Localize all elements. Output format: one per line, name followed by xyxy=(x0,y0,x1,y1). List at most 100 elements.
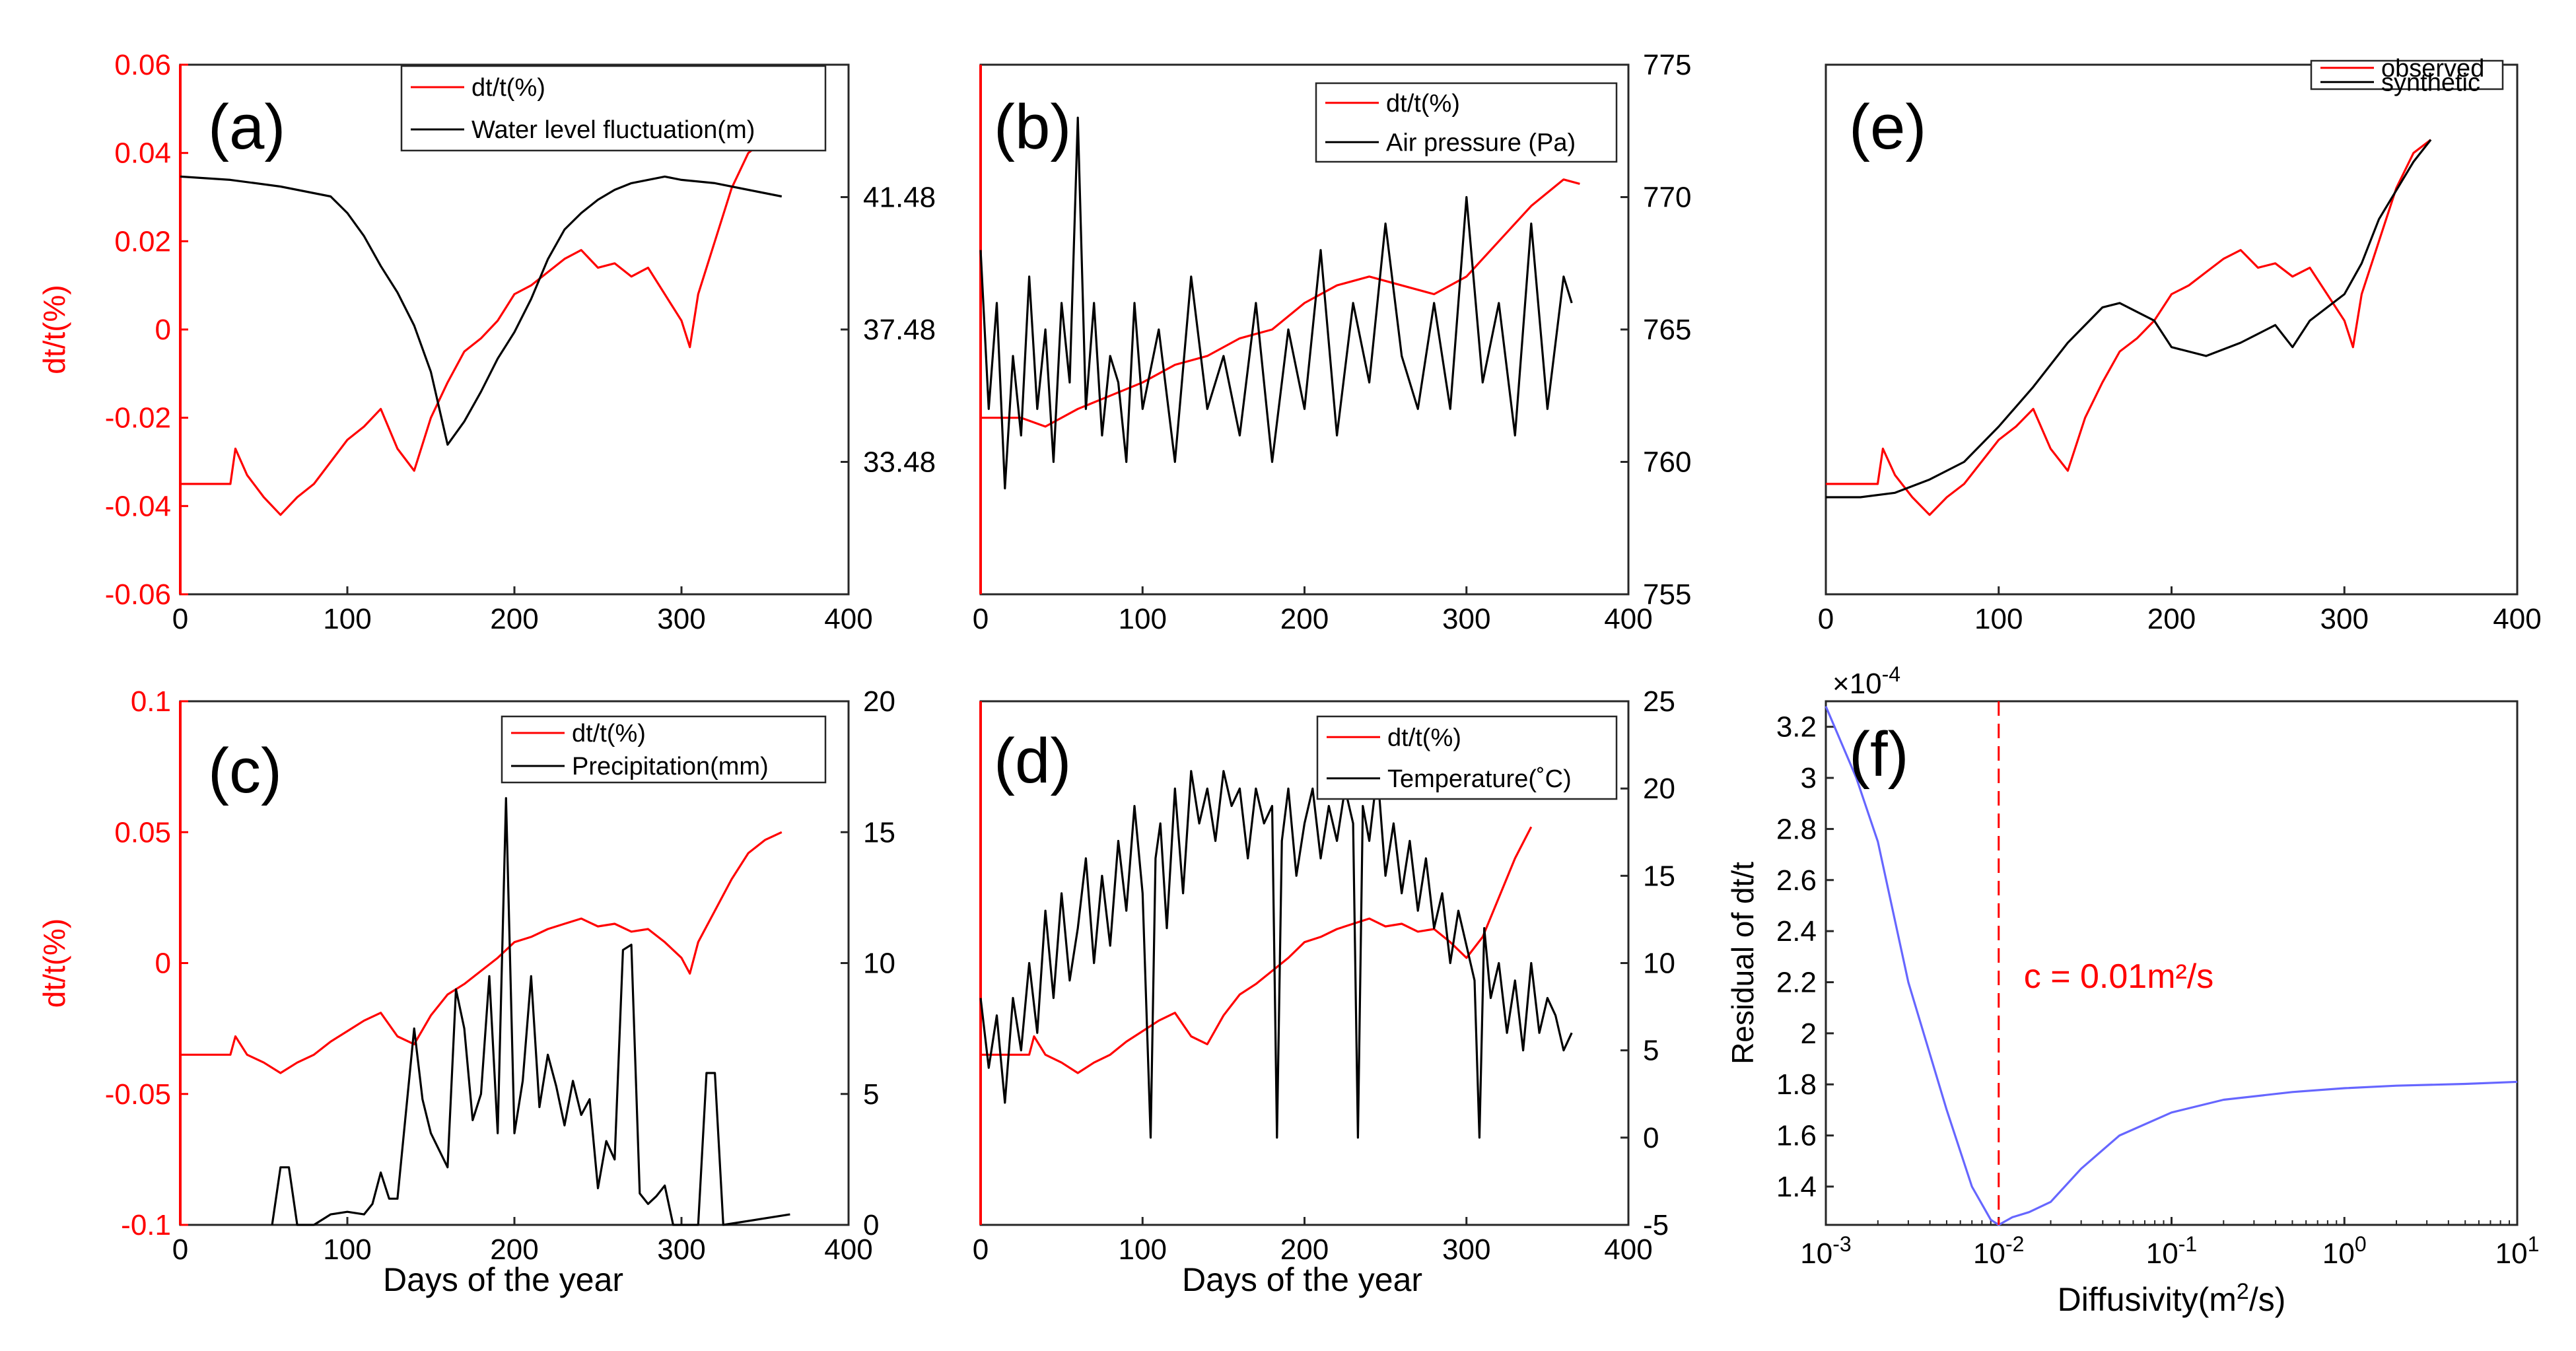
series-line-observed xyxy=(1826,139,2432,516)
legend-entry: dt/t(%) xyxy=(471,74,545,102)
y2-tick-label: 20 xyxy=(1643,773,1675,805)
series-line-dt-t- xyxy=(180,139,766,516)
panel-label: (c) xyxy=(208,736,282,806)
y2-tick-label: 33.48 xyxy=(863,446,936,479)
y2-tick-label: 5 xyxy=(863,1078,879,1111)
y-tick-label: 0.04 xyxy=(114,137,171,170)
series-line-residual xyxy=(1825,706,2518,1226)
y2-tick-label: 0 xyxy=(1643,1122,1659,1154)
series-line-water-level-fluctuation-m- xyxy=(180,175,783,446)
y-tick-label: -0.1 xyxy=(121,1209,171,1241)
panel-c: 0 100 200 300 400 -0.1 -0.05 0 0.05 0.1 dt/t(%) 0 5 1… xyxy=(37,685,895,1266)
y-tick-label: -0.02 xyxy=(105,402,171,434)
x-tick-label: 400 xyxy=(824,1233,872,1266)
x-tick-label: 100 xyxy=(2322,1232,2367,1270)
y-tick-label: 2 xyxy=(1801,1018,1817,1050)
annotation-text: c = 0.01m²/s xyxy=(2024,957,2214,996)
x-tick-label: 100 xyxy=(323,603,371,635)
y-tick-label: 0.05 xyxy=(114,816,171,849)
y2-tick-label: 20 xyxy=(863,685,895,718)
legend-entry: Precipitation(mm) xyxy=(572,753,769,780)
y2-tick-label: 37.48 xyxy=(863,314,936,346)
x-tick-label: 400 xyxy=(1604,603,1652,635)
x-tick-label: 200 xyxy=(2147,603,2196,635)
y-tick-label: -0.04 xyxy=(105,490,171,522)
legend-entry: dt/t(%) xyxy=(1386,90,1460,118)
x-tick-label: 100 xyxy=(1119,1233,1167,1266)
y-tick-label: -0.05 xyxy=(105,1078,171,1111)
legend-box xyxy=(400,65,827,152)
y2-tick-label: 755 xyxy=(1643,578,1691,611)
x-tick-label: 400 xyxy=(824,603,872,635)
series-line-precipitation-mm- xyxy=(271,797,790,1226)
x-tick-label: 10-2 xyxy=(1973,1232,2024,1270)
legend-box xyxy=(2310,59,2504,90)
series-line-dt-t- xyxy=(981,826,1533,1074)
y-tick-label: 2.6 xyxy=(1776,864,1817,897)
y2-tick-label: 760 xyxy=(1643,446,1691,479)
y-tick-label: 2.4 xyxy=(1776,915,1817,948)
y-tick-label: 3.2 xyxy=(1776,711,1817,744)
panel-label: (d) xyxy=(994,726,1071,796)
x-tick-label: 0 xyxy=(172,603,188,635)
x-axis-label: Diffusivity(m2/s) xyxy=(2058,1279,2286,1318)
panel-label: (b) xyxy=(994,92,1071,162)
y-tick-label: 3 xyxy=(1801,762,1817,794)
series-line-dt-t- xyxy=(981,178,1580,428)
y-axis-label: Residual of dt/t xyxy=(1725,862,1760,1064)
x-tick-label: 0 xyxy=(172,1233,188,1266)
y-multiplier: ×10-4 xyxy=(1832,662,1900,700)
y-tick-label: -0.06 xyxy=(105,578,171,611)
series-line-temperature-c- xyxy=(979,770,1573,1139)
y2-tick-label: 765 xyxy=(1643,314,1691,346)
y2-tick-label: 5 xyxy=(1643,1035,1659,1067)
y-tick-label: 0.1 xyxy=(131,685,171,718)
x-tick-label: 300 xyxy=(1442,603,1490,635)
y-axis-label: dt/t(%) xyxy=(37,918,71,1008)
y2-tick-label: 25 xyxy=(1643,685,1675,718)
x-tick-label: 10-3 xyxy=(1800,1232,1851,1270)
x-tick-label: 200 xyxy=(1280,603,1329,635)
y2-tick-label: 15 xyxy=(863,816,895,849)
x-tick-label: 200 xyxy=(1280,1233,1329,1266)
x-tick-label: 100 xyxy=(323,1233,371,1266)
y2-tick-label: 770 xyxy=(1643,182,1691,214)
y2-tick-label: 10 xyxy=(863,948,895,980)
x-tick-label: 300 xyxy=(1442,1233,1490,1266)
x-tick-label: 10-1 xyxy=(2146,1232,2197,1270)
x-tick-label: 101 xyxy=(2495,1232,2540,1270)
x-axis-label-d: Days of the year xyxy=(1182,1261,1422,1298)
panel-d: 0 100 200 300 400-5 0 5 10 15 20 25 dt/t(%) Temperat… xyxy=(973,685,1675,1266)
y-tick-label: 0.06 xyxy=(114,49,171,81)
legend-box xyxy=(1315,82,1618,163)
panel-f: 10-3 10-2 10-1 100 101 1.4 1.6 1.8 2 2.2 2.4 2.6 2.8… xyxy=(1725,662,2539,1318)
y2-tick-label: 15 xyxy=(1643,860,1675,892)
y-tick-label: 0 xyxy=(155,948,171,980)
panel-label: (e) xyxy=(1849,92,1926,162)
x-tick-label: 0 xyxy=(973,603,989,635)
legend-box xyxy=(1316,715,1618,800)
legend-entry: observed xyxy=(2381,55,2484,83)
y2-tick-label: 775 xyxy=(1643,49,1691,81)
series-line-dt-t- xyxy=(180,831,783,1074)
x-tick-label: 100 xyxy=(1119,603,1167,635)
y-tick-label: 0.02 xyxy=(114,225,171,258)
y2-tick-label: -5 xyxy=(1643,1209,1669,1241)
x-tick-label: 400 xyxy=(2493,603,2541,635)
y-tick-label: 0 xyxy=(155,314,171,346)
panel-a: 0 100 200 300 400 -0.06 -0.04 -0.02 0 0.02 0.04 0.0… xyxy=(37,49,936,635)
x-tick-label: 0 xyxy=(973,1233,989,1266)
x-tick-label: 100 xyxy=(1974,603,2023,635)
series-line-air-pressure-pa- xyxy=(979,116,1573,490)
legend-entry: Temperature(˚C) xyxy=(1387,765,1572,793)
y2-tick-label: 10 xyxy=(1643,948,1675,980)
y2-tick-label: 0 xyxy=(863,1209,879,1241)
panel-label: (f) xyxy=(1849,719,1909,790)
legend-entry: dt/t(%) xyxy=(572,720,646,747)
y-axis-label: dt/t(%) xyxy=(37,285,71,374)
x-tick-label: 200 xyxy=(490,603,538,635)
x-axis-label-c: Days of the year xyxy=(383,1261,623,1298)
legend-box xyxy=(501,715,827,784)
series-line-synthetic xyxy=(1826,139,2432,499)
